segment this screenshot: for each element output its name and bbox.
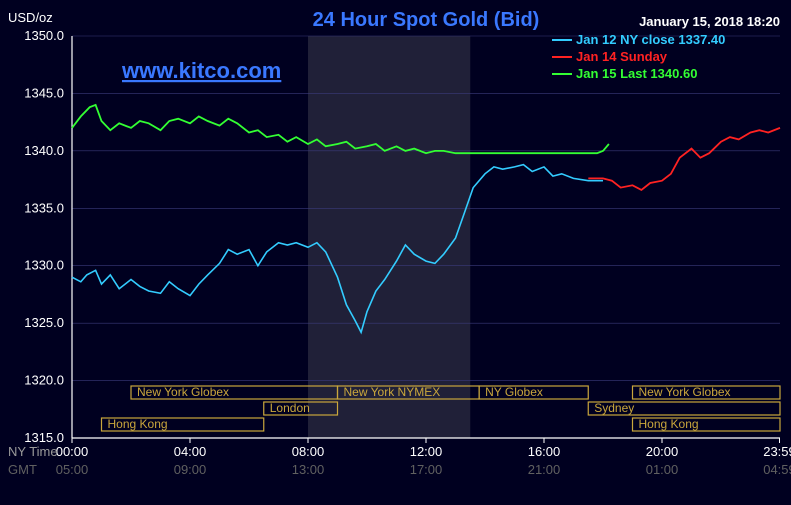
session-label: Hong Kong <box>108 417 168 431</box>
legend-item: Jan 12 NY close 1337.40 <box>576 32 725 47</box>
x-tick-ny: 12:00 <box>410 444 443 459</box>
y-axis-unit: USD/oz <box>8 10 53 25</box>
x-tick-gmt: 09:00 <box>174 462 207 477</box>
x-tick-ny: 16:00 <box>528 444 561 459</box>
y-tick: 1345.0 <box>24 85 64 100</box>
session-label: London <box>270 401 310 415</box>
y-tick: 1315.0 <box>24 430 64 445</box>
y-tick: 1335.0 <box>24 200 64 215</box>
session-label: NY Globex <box>485 385 543 399</box>
y-tick: 1320.0 <box>24 373 64 388</box>
watermark-link[interactable]: www.kitco.com <box>121 58 281 83</box>
x-tick-gmt: 04:59 <box>763 462 791 477</box>
x-tick-ny: 23:59 <box>763 444 791 459</box>
legend-item: Jan 15 Last 1340.60 <box>576 66 697 81</box>
x-tick-gmt: 17:00 <box>410 462 443 477</box>
x-tick-gmt: 21:00 <box>528 462 561 477</box>
session-label: Sydney <box>594 401 634 415</box>
x-tick-ny: 04:00 <box>174 444 207 459</box>
x-tick-gmt: 01:00 <box>646 462 679 477</box>
y-tick: 1350.0 <box>24 28 64 43</box>
legend-item: Jan 14 Sunday <box>576 49 668 64</box>
x-tick-ny: 08:00 <box>292 444 325 459</box>
x-tick-gmt: 13:00 <box>292 462 325 477</box>
session-label: Hong Kong <box>639 417 699 431</box>
timestamp: January 15, 2018 18:20 <box>639 14 780 29</box>
x-tick-ny: 00:00 <box>56 444 89 459</box>
session-label: New York NYMEX <box>344 385 441 399</box>
y-tick: 1340.0 <box>24 143 64 158</box>
chart-title: 24 Hour Spot Gold (Bid) <box>313 9 540 31</box>
y-tick: 1330.0 <box>24 258 64 273</box>
x-tick-ny: 20:00 <box>646 444 679 459</box>
y-tick: 1325.0 <box>24 315 64 330</box>
gold-spot-chart: 1315.0 1320.0 1325.0 1330.0 1335.0 1340.0 1345… <box>0 0 791 505</box>
x-tick-gmt: 05:00 <box>56 462 89 477</box>
session-label: New York Globex <box>639 385 731 399</box>
tz-ny-label: NY Time <box>8 444 58 459</box>
session-label: New York Globex <box>137 385 229 399</box>
tz-gmt-label: GMT <box>8 462 37 477</box>
